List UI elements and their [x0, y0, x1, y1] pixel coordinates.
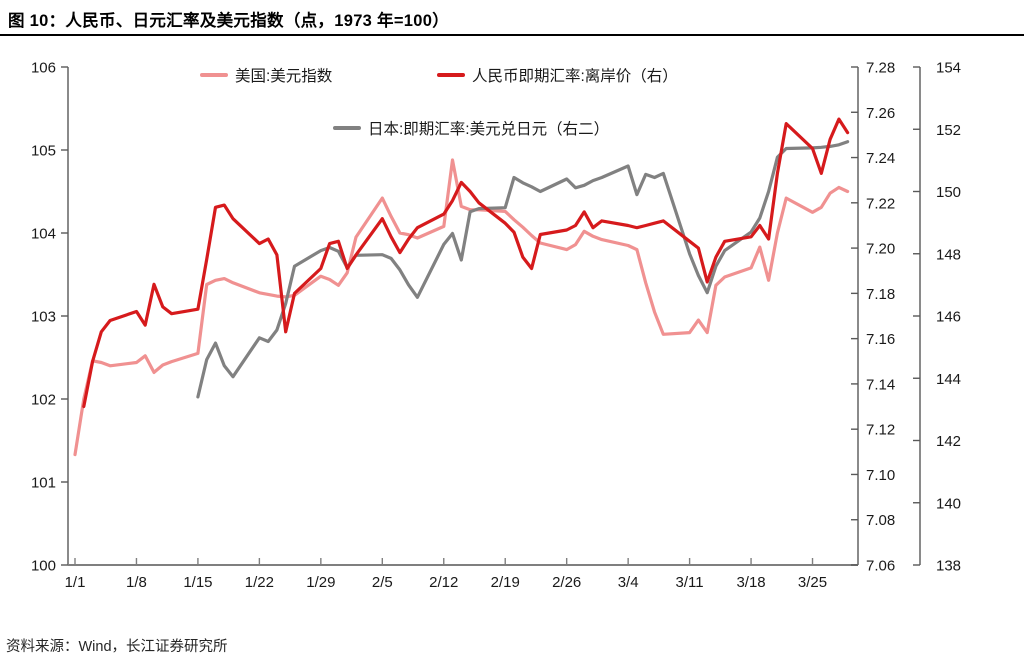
x-tick-label: 1/15	[183, 574, 212, 591]
x-tick-label: 1/1	[65, 574, 86, 591]
x-tick-label: 2/19	[491, 574, 520, 591]
legend-item-us-dollar-index: 美国:美元指数	[200, 64, 332, 86]
legend-item-cnh-offshore: 人民币即期汇率:离岸价（右）	[437, 64, 678, 86]
right1-tick-label: 7.24	[866, 150, 895, 167]
line-cnh-offshore	[82, 117, 850, 409]
right1-tick-label: 7.18	[866, 286, 895, 303]
x-tick-label: 2/12	[429, 574, 458, 591]
right1-tick-label: 7.26	[866, 105, 895, 122]
right2-tick-label: 142	[936, 433, 961, 450]
left-tick-label: 105	[31, 143, 56, 160]
line-usd-jpy	[196, 140, 850, 399]
line-us-dollar-index	[73, 158, 850, 457]
left-tick-label: 103	[31, 309, 56, 326]
right2-tick-label: 140	[936, 495, 961, 512]
x-tick-label: 2/5	[372, 574, 393, 591]
figure-title: 图 10：人民币、日元汇率及美元指数（点，1973 年=100）	[8, 12, 449, 30]
legend-swatch-usd-jpy	[333, 126, 361, 130]
right2-tick-label: 138	[936, 558, 961, 575]
right2-tick-label: 148	[936, 246, 961, 263]
left-tick-label: 102	[31, 392, 56, 409]
right1-tick-label: 7.22	[866, 195, 895, 212]
right1-tick-label: 7.28	[866, 60, 895, 77]
right2-tick-label: 150	[936, 184, 961, 201]
x-tick-label: 2/26	[552, 574, 581, 591]
x-tick-label: 3/25	[798, 574, 827, 591]
left-tick-label: 100	[31, 558, 56, 575]
right1-tick-label: 7.14	[866, 376, 895, 393]
right1-tick-label: 7.20	[866, 241, 895, 258]
right1-tick-label: 7.12	[866, 422, 895, 439]
legend-swatch-us-dollar-index	[200, 73, 228, 77]
right2-tick-label: 154	[936, 60, 961, 77]
x-tick-label: 3/11	[676, 574, 704, 591]
right1-tick-label: 7.16	[866, 331, 895, 348]
legend-swatch-cnh-offshore	[437, 73, 465, 77]
legend-label-usd-jpy: 日本:即期汇率:美元兑日元（右二）	[368, 121, 610, 138]
left-tick-label: 104	[31, 226, 56, 243]
source-note: 资料来源：Wind，长江证券研究所	[6, 639, 228, 655]
right1-tick-label: 7.10	[866, 467, 895, 484]
x-tick-label: 3/18	[736, 574, 765, 591]
left-tick-label: 106	[31, 60, 56, 77]
right1-tick-label: 7.06	[866, 558, 895, 575]
legend-item-usd-jpy: 日本:即期汇率:美元兑日元（右二）	[333, 117, 609, 139]
left-tick-label: 101	[31, 475, 56, 492]
right2-tick-label: 146	[936, 309, 961, 326]
right1-tick-label: 7.08	[866, 512, 895, 529]
right2-tick-label: 144	[936, 371, 961, 388]
x-tick-label: 1/8	[126, 574, 147, 591]
legend-label-cnh-offshore: 人民币即期汇率:离岸价（右）	[472, 68, 678, 85]
legend-label-us-dollar-index: 美国:美元指数	[235, 68, 333, 85]
x-tick-label: 3/4	[618, 574, 639, 591]
right2-tick-label: 152	[936, 122, 961, 139]
x-tick-label: 1/29	[306, 574, 335, 591]
x-tick-label: 1/22	[245, 574, 274, 591]
title-underline	[0, 34, 1024, 36]
